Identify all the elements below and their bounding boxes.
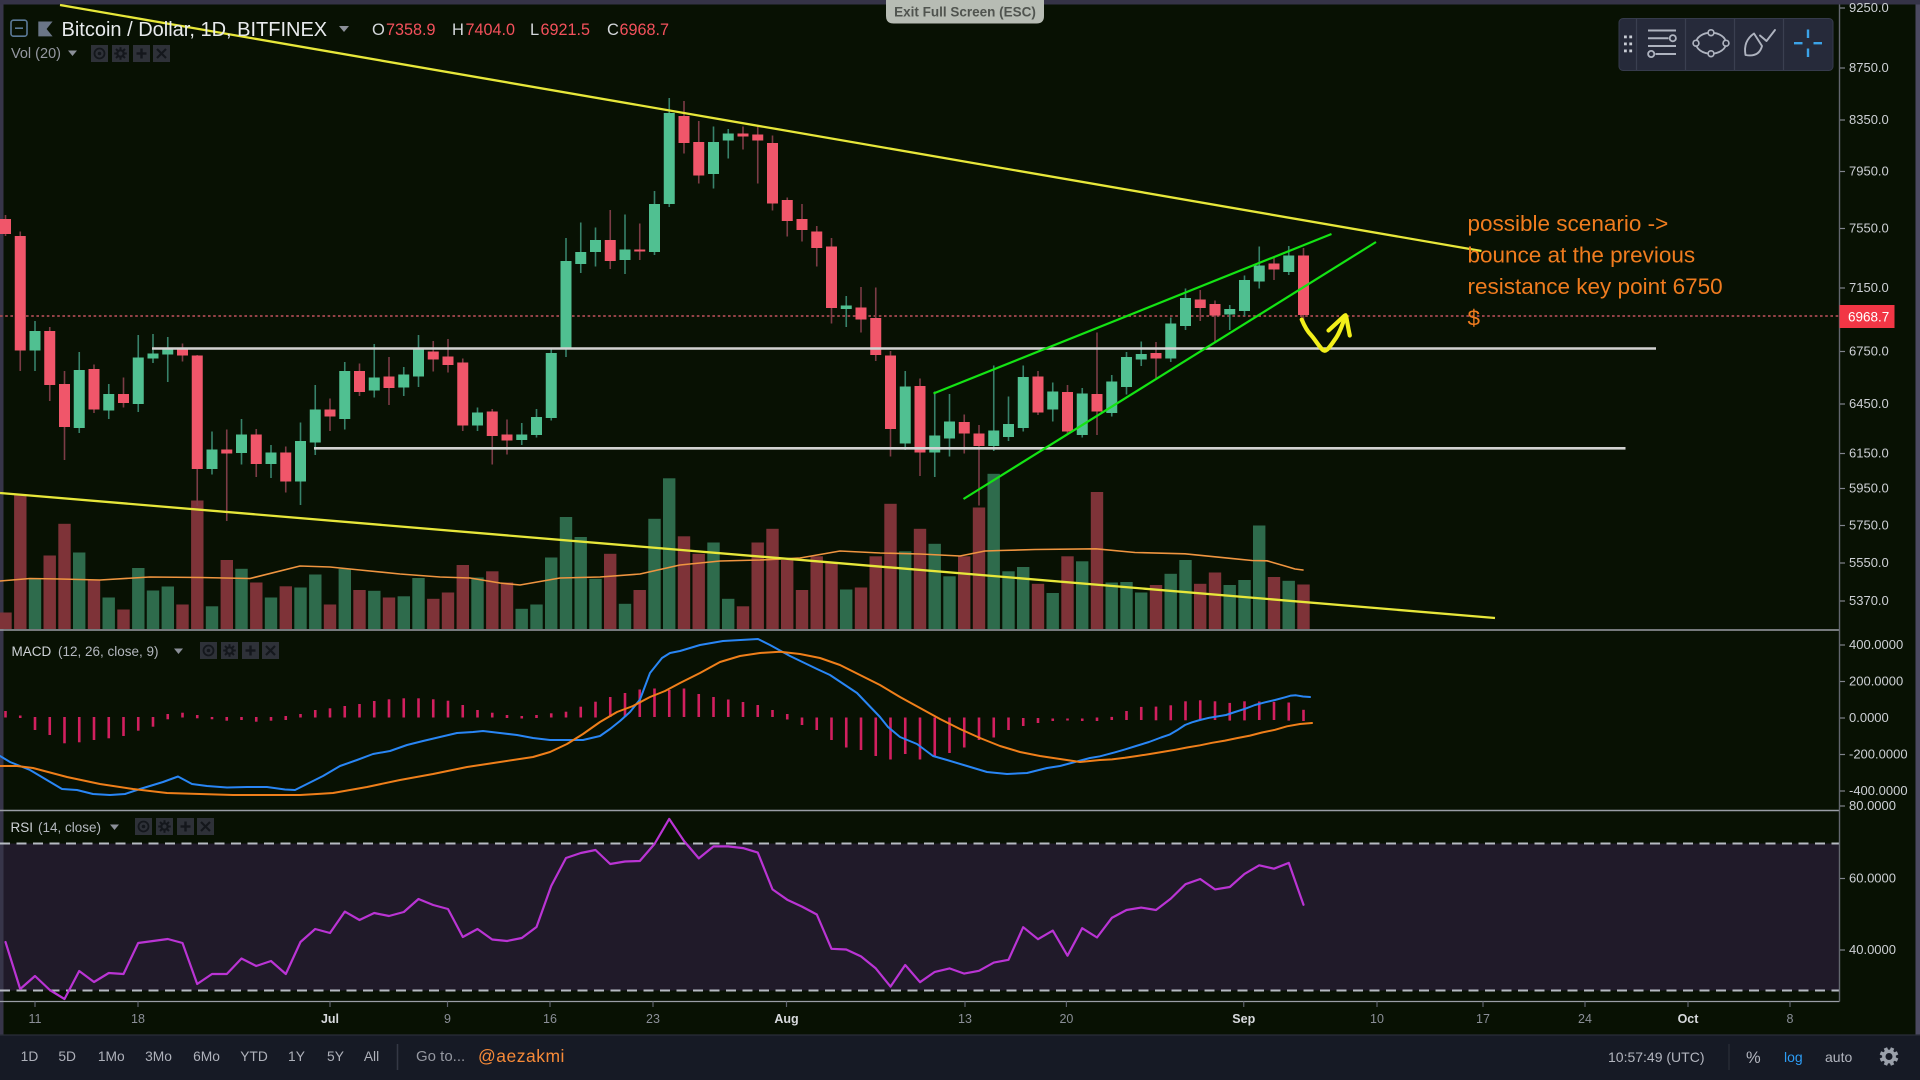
svg-text:400.0000: 400.0000 — [1849, 637, 1903, 652]
svg-text:Sep: Sep — [1232, 1012, 1255, 1026]
svg-text:6750.0: 6750.0 — [1849, 344, 1889, 359]
svg-text:7358.9: 7358.9 — [386, 21, 436, 39]
svg-text:Vol (20): Vol (20) — [11, 46, 61, 62]
svg-text:6968.7: 6968.7 — [1848, 310, 1889, 325]
svg-text:1D: 1D — [21, 1049, 39, 1064]
svg-text:All: All — [364, 1049, 379, 1064]
svg-text:6450.0: 6450.0 — [1849, 396, 1889, 411]
svg-text:18: 18 — [131, 1012, 145, 1026]
svg-text:(14, close): (14, close) — [38, 820, 101, 835]
svg-text:0.0000: 0.0000 — [1849, 710, 1889, 725]
svg-text:7404.0: 7404.0 — [466, 21, 516, 39]
svg-text:5950.0: 5950.0 — [1849, 481, 1889, 496]
svg-text:H: H — [452, 21, 464, 39]
svg-text:Oct: Oct — [1678, 1012, 1700, 1026]
svg-text:10:57:49 (UTC): 10:57:49 (UTC) — [1608, 1049, 1704, 1065]
svg-text:200.0000: 200.0000 — [1849, 674, 1903, 689]
svg-text:6150.0: 6150.0 — [1849, 446, 1889, 461]
svg-text:6Mo: 6Mo — [193, 1049, 220, 1064]
svg-text:O: O — [372, 21, 385, 39]
svg-text:YTD: YTD — [240, 1049, 268, 1064]
svg-text:L: L — [530, 21, 539, 39]
svg-text:7550.0: 7550.0 — [1849, 221, 1889, 236]
svg-text:9250.0: 9250.0 — [1849, 0, 1889, 15]
svg-text:80.0000: 80.0000 — [1849, 798, 1896, 813]
svg-text:(12, 26, close, 9): (12, 26, close, 9) — [58, 644, 159, 659]
svg-text:5Y: 5Y — [327, 1049, 344, 1064]
svg-text:17: 17 — [1476, 1012, 1490, 1026]
svg-text:8750.0: 8750.0 — [1849, 60, 1889, 75]
svg-text:11: 11 — [29, 1012, 42, 1026]
svg-text:5550.0: 5550.0 — [1849, 555, 1889, 570]
svg-text:@aezakmi: @aezakmi — [478, 1046, 565, 1066]
svg-text:23: 23 — [646, 1012, 660, 1026]
svg-text:%: % — [1746, 1049, 1761, 1067]
svg-text:-200.0000: -200.0000 — [1849, 747, 1908, 762]
svg-text:16: 16 — [543, 1012, 557, 1026]
svg-text:8: 8 — [1787, 1012, 1794, 1026]
svg-text:Aug: Aug — [774, 1012, 798, 1026]
svg-text:Jul: Jul — [321, 1012, 339, 1026]
svg-text:auto: auto — [1825, 1049, 1852, 1065]
svg-text:1Mo: 1Mo — [98, 1049, 125, 1064]
svg-text:bounce at the previous: bounce at the previous — [1468, 243, 1696, 268]
svg-text:-400.0000: -400.0000 — [1849, 783, 1908, 798]
svg-text:8350.0: 8350.0 — [1849, 112, 1889, 127]
svg-text:6921.5: 6921.5 — [541, 21, 591, 39]
svg-text:7950.0: 7950.0 — [1849, 164, 1889, 179]
svg-text:5750.0: 5750.0 — [1849, 518, 1889, 533]
svg-text:1Y: 1Y — [288, 1049, 305, 1064]
svg-text:RSI: RSI — [11, 820, 34, 835]
svg-text:Bitcoin / Dollar, 1D, BITFINEX: Bitcoin / Dollar, 1D, BITFINEX — [62, 19, 328, 41]
svg-text:resistance key point 6750: resistance key point 6750 — [1468, 274, 1723, 299]
svg-text:60.0000: 60.0000 — [1849, 871, 1896, 886]
svg-text:possible scenario ->: possible scenario -> — [1468, 211, 1669, 236]
svg-text:3Mo: 3Mo — [145, 1049, 172, 1064]
svg-text:24: 24 — [1578, 1012, 1592, 1026]
svg-text:5D: 5D — [58, 1049, 76, 1064]
svg-text:MACD: MACD — [12, 644, 52, 659]
svg-text:Exit Full Screen (ESC): Exit Full Screen (ESC) — [894, 5, 1036, 20]
svg-text:C: C — [607, 21, 619, 39]
svg-text:13: 13 — [958, 1012, 972, 1026]
svg-text:6968.7: 6968.7 — [620, 21, 670, 39]
svg-text:9: 9 — [444, 1012, 451, 1026]
svg-text:log: log — [1784, 1049, 1803, 1065]
svg-text:5370.0: 5370.0 — [1849, 593, 1889, 608]
svg-text:$: $ — [1468, 306, 1481, 331]
svg-text:10: 10 — [1370, 1012, 1384, 1026]
svg-text:40.0000: 40.0000 — [1849, 942, 1896, 957]
svg-text:Go to...: Go to... — [416, 1048, 465, 1065]
svg-text:7150.0: 7150.0 — [1849, 280, 1889, 295]
svg-text:20: 20 — [1059, 1012, 1073, 1026]
